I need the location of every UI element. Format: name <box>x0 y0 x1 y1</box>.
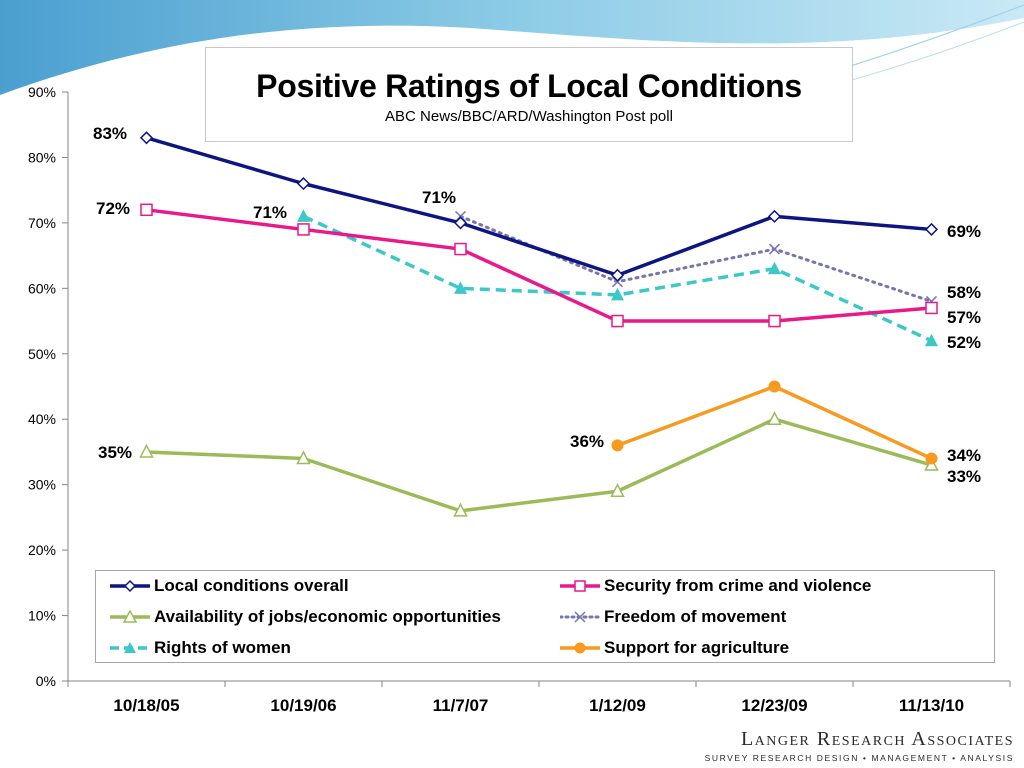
chart-title-box: Positive Ratings of Local Conditions ABC… <box>205 47 853 142</box>
data-label: 36% <box>570 432 604 451</box>
legend-label-women: Rights of women <box>154 638 291 657</box>
data-point <box>140 203 153 217</box>
legend-item-women: Rights of women <box>110 636 291 660</box>
y-tick-label: 10% <box>28 608 56 624</box>
data-point <box>454 281 467 294</box>
data-label: 72% <box>96 199 130 218</box>
data-point <box>768 314 781 328</box>
chart-title: Positive Ratings of Local Conditions <box>256 68 802 104</box>
legend-label-jobs: Availability of jobs/economic opportunit… <box>154 607 501 626</box>
data-point <box>297 223 310 236</box>
x-tick-label: 11/13/10 <box>899 696 964 715</box>
y-tick-label: 30% <box>28 477 56 493</box>
data-label: 34% <box>947 446 981 465</box>
legend-swatch-local-conditions <box>110 579 150 593</box>
data-point <box>296 177 311 191</box>
plot-area: 0% 10% 20% 30% 40% 50% 60% 70% 80% 90% 10/18/05 10/… <box>28 84 1011 715</box>
data-label: 71% <box>422 188 456 207</box>
chart-subtitle: ABC News/BBC/ARD/Washington Post poll <box>385 108 673 125</box>
x-tick-label: 10/19/06 <box>270 696 336 715</box>
legend-item-local-conditions: Local conditions overall <box>110 574 349 598</box>
legend-label-security: Security from crime and violence <box>604 576 872 595</box>
y-tick-label: 50% <box>28 346 56 362</box>
data-point <box>768 243 781 255</box>
data-point <box>611 314 624 328</box>
data-label: 71% <box>253 203 287 222</box>
data-point <box>610 268 625 282</box>
legend-label-freedom: Freedom of movement <box>604 607 787 626</box>
data-label: 35% <box>98 443 132 462</box>
logo-tagline: SURVEY RESEARCH DESIGN • MANAGEMENT • AN… <box>704 753 1014 763</box>
legend-swatch-freedom <box>560 611 600 623</box>
data-point <box>767 209 782 223</box>
legend-swatch-jobs <box>110 609 150 623</box>
legend-label-agriculture: Support for agriculture <box>604 638 790 657</box>
legend-swatch-security <box>560 580 600 592</box>
data-point <box>297 209 310 222</box>
x-tick-label: 12/23/09 <box>741 696 807 715</box>
y-tick-label: 90% <box>28 84 56 100</box>
series-line <box>459 214 933 303</box>
legend-swatch-women <box>110 642 150 653</box>
data-point <box>768 380 781 393</box>
data-point <box>924 222 939 236</box>
data-point <box>611 287 624 301</box>
x-tick-label: 1/12/09 <box>589 696 646 715</box>
data-point <box>611 439 624 452</box>
data-point <box>296 450 311 465</box>
data-point <box>925 301 938 315</box>
y-tick-label: 70% <box>28 215 56 231</box>
logo-name: Langer Research Associates <box>740 728 1014 750</box>
data-label: 58% <box>947 283 981 302</box>
data-point <box>453 502 468 517</box>
y-tick-label: 20% <box>28 542 56 558</box>
legend-item-security: Security from crime and violence <box>560 574 871 598</box>
data-point <box>454 242 467 256</box>
y-tick-label: 60% <box>28 280 56 296</box>
data-point <box>610 483 625 497</box>
chart-legend: Local conditions overall Security from c… <box>95 570 995 663</box>
data-label: 83% <box>93 124 127 143</box>
legend-label-local-conditions: Local conditions overall <box>154 576 349 595</box>
langer-logo: Langer Research Associates SURVEY RESEAR… <box>705 728 1014 763</box>
series-line <box>146 417 932 513</box>
x-tick-label: 11/7/07 <box>433 696 489 715</box>
y-tick-label: 80% <box>28 149 56 165</box>
data-label: 52% <box>947 333 981 352</box>
legend-item-jobs: Availability of jobs/economic opportunit… <box>110 605 501 629</box>
data-label: 33% <box>947 467 981 486</box>
x-tick-label: 10/18/05 <box>113 696 179 715</box>
data-point <box>925 452 938 465</box>
series-line <box>146 208 932 323</box>
y-tick-label: 40% <box>28 411 56 427</box>
data-point <box>767 411 782 425</box>
legend-item-agriculture: Support for agriculture <box>560 636 789 660</box>
data-label: 69% <box>947 222 981 241</box>
data-point <box>768 261 781 275</box>
data-point <box>139 443 154 458</box>
legend-swatch-agriculture <box>560 642 600 654</box>
data-point <box>139 131 154 145</box>
data-label: 57% <box>947 308 981 327</box>
data-point <box>453 216 468 230</box>
series-line <box>146 136 932 277</box>
legend-item-freedom: Freedom of movement <box>560 605 786 629</box>
y-tick-label: 0% <box>36 673 56 689</box>
data-point <box>925 333 938 347</box>
